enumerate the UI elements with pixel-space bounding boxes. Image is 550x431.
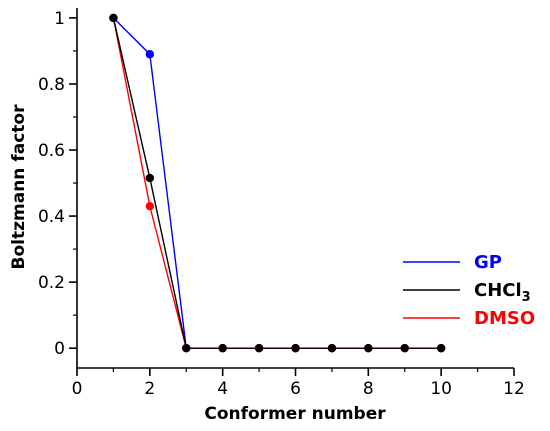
x-tick-label: 8	[363, 379, 374, 399]
legend-item-chcl3: CHCl3	[403, 280, 531, 305]
y-axis-title: Boltzmann factor	[9, 104, 29, 270]
y-tick-label: 0.2	[38, 273, 65, 293]
y-tick-label: 0.4	[38, 207, 65, 227]
legend-item-dmso: DMSO	[403, 308, 535, 329]
data-point-chcl3	[218, 343, 227, 353]
data-point-chcl3	[254, 343, 264, 353]
series-layer	[109, 13, 446, 353]
legend-label-dmso: DMSO	[474, 308, 535, 329]
legend-label-chcl3-subscript: 3	[522, 290, 531, 305]
axes: 0 2 4 6 8 10 12 0 0.2 0.4 0.6 0.8 1	[38, 8, 525, 399]
y-tick-label: 1	[54, 9, 65, 29]
series-line-gp	[112, 17, 442, 349]
data-point-dmso	[145, 201, 155, 211]
series-line-chcl3	[112, 17, 442, 349]
legend-label-chcl3-main: CHCl	[474, 280, 522, 301]
y-tick-label: 0	[54, 339, 65, 359]
x-tick-label: 2	[144, 379, 155, 399]
series-line-dmso	[112, 17, 442, 349]
x-tick-label: 6	[290, 379, 301, 399]
data-point-chcl3	[182, 343, 191, 353]
x-tick-label: 0	[72, 379, 83, 399]
y-tick-label: 0.8	[38, 75, 65, 95]
data-point-chcl3	[291, 343, 300, 353]
x-tick-label: 4	[217, 379, 228, 399]
legend-label-gp: GP	[474, 252, 502, 273]
x-tick-label: 10	[430, 379, 452, 399]
x-tick-label: 12	[503, 379, 525, 399]
data-point-chcl3	[400, 343, 409, 353]
data-point-chcl3	[327, 343, 337, 353]
x-axis-title: Conformer number	[204, 404, 386, 424]
legend-label-chcl3: CHCl3	[474, 280, 531, 305]
data-point-chcl3	[109, 13, 118, 23]
y-tick-label: 0.6	[38, 141, 65, 161]
legend-item-gp: GP	[403, 252, 502, 273]
legend: GP CHCl3 DMSO	[403, 252, 535, 329]
data-point-gp	[145, 50, 155, 59]
data-point-chcl3	[364, 343, 373, 353]
data-point-chcl3	[145, 173, 155, 183]
data-point-chcl3	[436, 343, 446, 353]
